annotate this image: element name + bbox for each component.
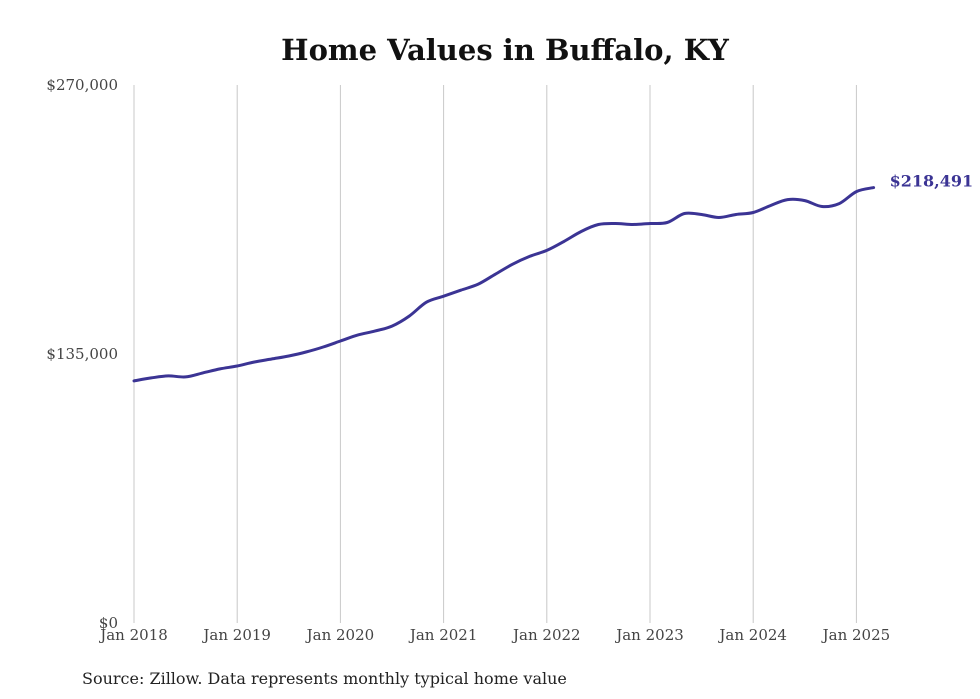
source-note: Source: Zillow. Data represents monthly … [82, 669, 567, 688]
x-tick-label: Jan 2022 [511, 626, 581, 644]
x-tick-label: Jan 2025 [821, 626, 891, 644]
end-value-label: $218,491 [890, 172, 974, 191]
chart-title: Home Values in Buffalo, KY [281, 33, 729, 67]
series-line [132, 186, 876, 383]
x-axis: Jan 2018 Jan 2019 Jan 2020 Jan 2021 Jan 2022… [98, 626, 890, 644]
grid-lines [133, 85, 857, 623]
series-layer: $218,491 [132, 172, 974, 383]
y-tick-label: $135,000 [46, 345, 118, 363]
x-tick-label: Jan 2019 [201, 626, 271, 644]
x-tick-label: Jan 2024 [717, 626, 787, 644]
x-tick-label: Jan 2023 [614, 626, 684, 644]
x-tick-label: Jan 2020 [305, 626, 375, 644]
x-tick-label: Jan 2018 [98, 626, 168, 644]
y-tick-label: $0 [99, 614, 118, 632]
y-tick-label: $270,000 [46, 76, 118, 94]
x-tick-label: Jan 2021 [408, 626, 478, 644]
y-axis: $0 $135,000 $270,000 [46, 76, 118, 632]
